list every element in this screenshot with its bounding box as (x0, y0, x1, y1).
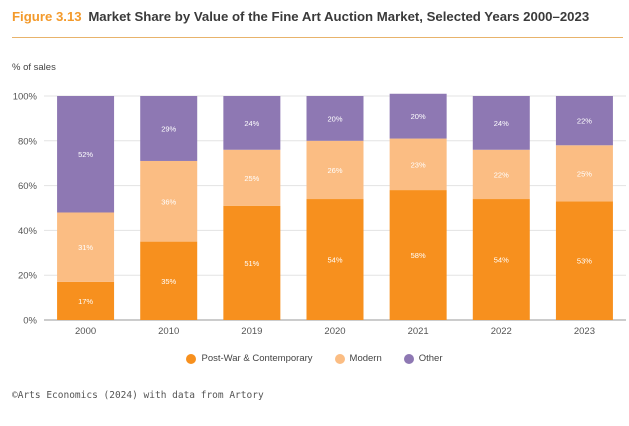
x-tick-label: 2010 (158, 326, 179, 337)
bar-segment (389, 93, 447, 139)
bar-segment (57, 212, 115, 282)
x-tick-label: 2019 (241, 326, 262, 337)
bar-segment (306, 199, 364, 320)
legend-swatch (334, 353, 345, 364)
y-tick-label: 40% (18, 226, 38, 237)
bar-segment (57, 96, 115, 213)
chart-title: Figure 3.13 Market Share by Value of the… (12, 9, 589, 24)
data-label: 24% (244, 119, 259, 128)
data-label: 26% (327, 166, 342, 175)
bar-segment (223, 205, 281, 320)
legend-item: Other (403, 353, 443, 364)
bar-segment (306, 96, 364, 141)
data-label: 31% (78, 243, 93, 252)
y-tick-label: 60% (18, 181, 38, 192)
legend-swatch (403, 353, 414, 364)
data-label: 22% (494, 170, 509, 179)
bar-segment (140, 96, 198, 161)
y-tick-label: 20% (18, 271, 38, 282)
data-label: 17% (78, 297, 93, 306)
bar-segment (555, 201, 613, 320)
figure-title: Market Share by Value of the Fine Art Au… (88, 9, 590, 24)
legend-label: Modern (349, 353, 382, 364)
bar-segment (472, 96, 530, 150)
x-tick-label: 2000 (75, 326, 96, 337)
bar-segment (555, 96, 613, 146)
x-tick-label: 2022 (491, 326, 512, 337)
data-label: 51% (244, 259, 259, 268)
data-label: 54% (327, 256, 342, 265)
legend-label: Post-War & Contemporary (201, 353, 313, 364)
bar-segment (389, 190, 447, 320)
legend: Post-War & Contemporary Modern Other (0, 353, 629, 364)
y-tick-label: 100% (13, 92, 38, 103)
data-label: 29% (161, 124, 176, 133)
bar-segment (223, 96, 281, 150)
data-label: 20% (411, 112, 426, 121)
data-label: 25% (244, 174, 259, 183)
bar-segment (57, 281, 115, 320)
bar-segment (223, 149, 281, 206)
data-label: 36% (161, 197, 176, 206)
source-note: ©Arts Economics (2024) with data from Ar… (12, 390, 264, 401)
data-label: 58% (411, 251, 426, 260)
y-tick-label: 80% (18, 136, 38, 147)
bar-segment (472, 149, 530, 200)
x-tick-label: 2023 (574, 326, 595, 337)
legend-swatch (186, 353, 197, 364)
data-label: 54% (494, 256, 509, 265)
legend-item: Modern (334, 353, 382, 364)
data-label: 53% (577, 257, 592, 266)
title-divider (12, 37, 623, 38)
data-label: 20% (327, 114, 342, 123)
x-tick-label: 2021 (408, 326, 429, 337)
data-label: 35% (161, 277, 176, 286)
legend-item: Post-War & Contemporary (186, 353, 313, 364)
bar-segment (140, 241, 198, 320)
data-label: 52% (78, 150, 93, 159)
bar-segment (306, 140, 364, 200)
y-tick-label: 0% (23, 316, 37, 327)
data-label: 25% (577, 169, 592, 178)
x-tick-label: 2020 (324, 326, 345, 337)
bar-segment (555, 145, 613, 202)
legend-label: Other (418, 353, 443, 364)
y-axis-label: % of sales (12, 62, 56, 73)
data-label: 22% (577, 117, 592, 126)
bar-segment (472, 199, 530, 320)
figure-label: Figure 3.13 (12, 9, 82, 24)
data-label: 24% (494, 119, 509, 128)
data-label: 23% (411, 160, 426, 169)
bar-segment (140, 160, 198, 242)
bar-segment (389, 138, 447, 191)
